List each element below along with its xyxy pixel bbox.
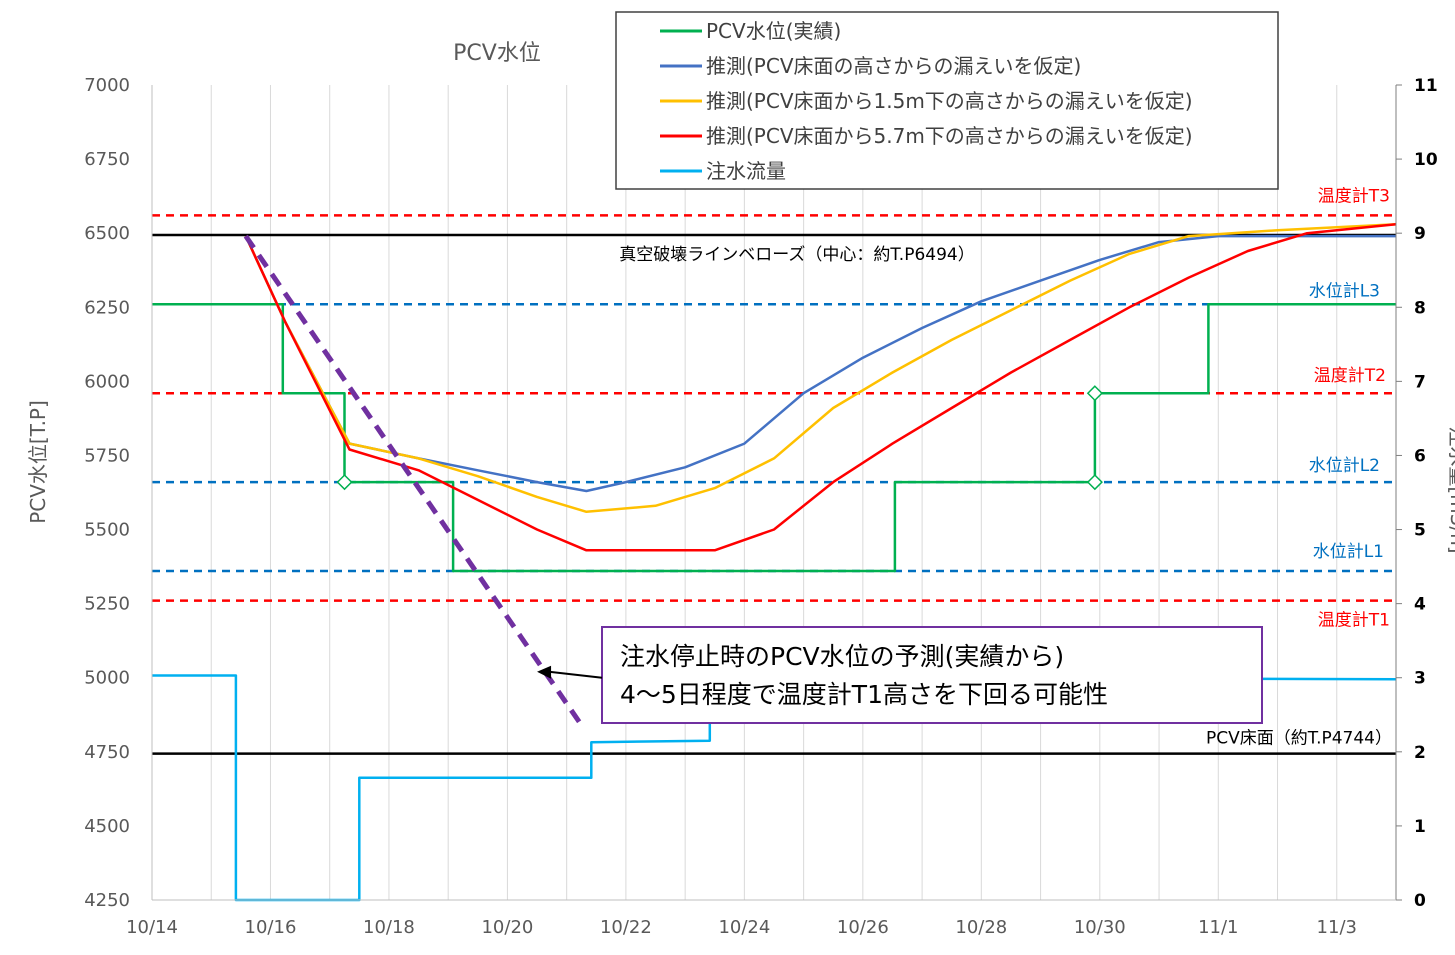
x-tick-label: 10/24 <box>718 917 770 938</box>
y2-tick-label: 2 <box>1414 743 1426 763</box>
axes: 4250450047505000525055005750600062506500… <box>26 41 1455 938</box>
trend-line <box>243 234 584 727</box>
callout-text: 4〜5日程度で温度計T1高さを下回る可能性 <box>620 680 1108 709</box>
chart-title: PCV水位 <box>453 41 541 66</box>
y2-tick-label: 9 <box>1414 224 1426 244</box>
reference-line-label: 真空破壊ラインベローズ（中心：約T.P6494） <box>619 245 974 265</box>
series-line <box>152 303 1396 573</box>
x-tick-label: 10/16 <box>245 917 297 938</box>
legend-box <box>615 11 1279 190</box>
y-tick-label: 4500 <box>84 816 130 837</box>
y2-tick-label: 3 <box>1414 669 1426 689</box>
y-axis-title: PCV水位[T.P] <box>26 400 50 524</box>
reference-line-label: 温度計T3 <box>1318 186 1390 206</box>
legend-entry-label: 推測(PCV床面から5.7m下の高さからの漏えいを仮定) <box>706 124 1193 148</box>
y-tick-label: 7000 <box>84 75 130 96</box>
y2-tick-label: 1 <box>1414 817 1426 837</box>
y-tick-label: 5000 <box>84 668 130 689</box>
reference-line-label: 温度計T2 <box>1314 366 1386 386</box>
reference-line-label: 水位計L2 <box>1309 456 1380 476</box>
annotation-layer: 注水停止時のPCV水位の予測(実績から) 4〜5日程度で温度計T1高さを下回る可能… <box>243 234 1263 727</box>
reference-line-label: 水位計L1 <box>1313 542 1384 562</box>
series-layer <box>152 223 1397 902</box>
y2-tick-label: 4 <box>1414 595 1426 615</box>
y-tick-label: 4250 <box>84 890 130 911</box>
reference-line-label: 水位計L3 <box>1309 281 1380 301</box>
x-tick-label: 10/30 <box>1074 917 1126 938</box>
x-tick-label: 10/28 <box>955 917 1007 938</box>
series-marker <box>336 474 353 491</box>
x-tick-label: 10/14 <box>126 917 178 938</box>
x-tick-label: 10/22 <box>600 917 652 938</box>
series-marker <box>1086 385 1103 402</box>
callout-box <box>601 626 1263 724</box>
legend-entry-label: 推測(PCV床面の高さからの漏えいを仮定) <box>706 54 1081 78</box>
legend-entry-label: PCV水位(実績) <box>706 19 841 43</box>
x-tick-label: 11/1 <box>1198 917 1238 938</box>
callout-arrow-line <box>548 670 603 679</box>
legend: PCV水位(実績) 推測(PCV床面の高さからの漏えいを仮定) 推測(PCV床面から… <box>615 11 1279 190</box>
x-tick-label: 10/20 <box>481 917 533 938</box>
callout-arrow-head <box>537 665 552 679</box>
x-tick-label: 11/3 <box>1317 917 1357 938</box>
y2-tick-label: 11 <box>1414 76 1438 96</box>
y2-tick-label: 8 <box>1414 298 1426 318</box>
y-tick-label: 6250 <box>84 297 130 318</box>
reference-line-label: PCV床面（約T.P4744） <box>1206 729 1392 749</box>
y-tick-label: 4750 <box>84 742 130 763</box>
x-tick-label: 10/18 <box>363 917 415 938</box>
reference-lines: 温度計T3 真空破壊ラインベローズ（中心：約T.P6494） 水位計L3 温度計T2 水… <box>152 186 1396 755</box>
series-marker <box>1086 474 1103 491</box>
y2-tick-label: 0 <box>1414 891 1426 911</box>
y-tick-label: 6000 <box>84 371 130 392</box>
y2-tick-label: 10 <box>1414 150 1438 170</box>
y2-tick-label: 5 <box>1414 521 1426 541</box>
y-tick-label: 6750 <box>84 149 130 170</box>
y2-axis-title: 注水量[m3/h] <box>1446 426 1455 553</box>
y-tick-label: 5750 <box>84 445 130 466</box>
y2-tick-label: 7 <box>1414 372 1426 392</box>
y-tick-label: 5500 <box>84 520 130 541</box>
callout-text: 注水停止時のPCV水位の予測(実績から) <box>620 642 1064 671</box>
series-line <box>244 223 1397 514</box>
y2-tick-label: 6 <box>1414 446 1426 466</box>
reference-line-label: 温度計T1 <box>1318 611 1390 631</box>
y-tick-label: 5250 <box>84 594 130 615</box>
y-tick-label: 6500 <box>84 223 130 244</box>
series-line <box>244 223 1397 552</box>
legend-entry-label: 注水流量 <box>706 159 786 183</box>
legend-entry-label: 推測(PCV床面から1.5m下の高さからの漏えいを仮定) <box>706 89 1193 113</box>
x-tick-label: 10/26 <box>837 917 889 938</box>
